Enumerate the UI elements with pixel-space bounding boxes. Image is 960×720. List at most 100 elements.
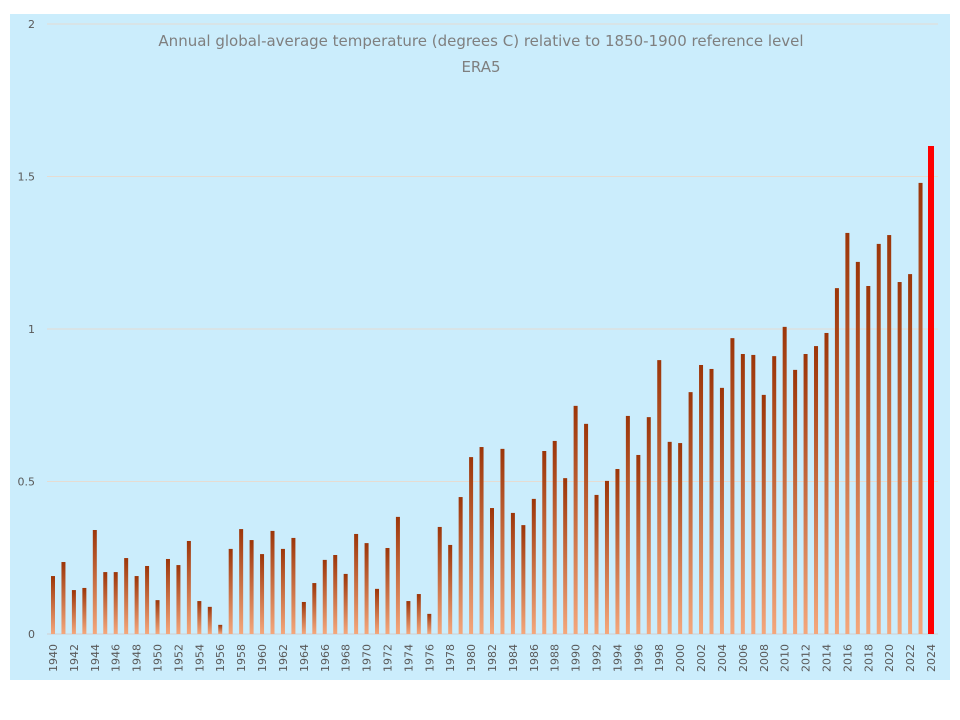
bar-1956 [218,624,223,634]
bar-2002 [699,364,704,634]
bar-2007 [751,354,756,634]
x-tick-label: 2002 [695,644,708,672]
x-tick-label: 1974 [402,644,415,672]
bar-2000 [678,443,683,634]
bar-2009 [772,356,777,634]
bar-2014 [824,332,829,634]
bar-1967 [333,555,338,634]
x-tick-label: 1984 [507,644,520,672]
bar-1987 [542,451,547,634]
bar-1970 [364,543,369,634]
bar-1990 [573,405,578,634]
bar-1971 [375,588,380,634]
bar-1940 [51,576,55,634]
bar-1975 [416,594,421,634]
x-tick-label: 2016 [841,644,854,672]
bar-1959 [249,540,254,634]
x-tick-label: 1986 [528,644,541,672]
bar-1954 [197,601,202,634]
bar-2022 [908,274,913,634]
bar-1947 [124,558,129,634]
bar-2020 [887,235,892,634]
bar-1948 [134,576,139,634]
bar-2011 [793,369,798,634]
bar-1969 [354,533,359,634]
bar-2008 [761,394,766,634]
x-tick-label: 1970 [361,644,374,672]
bar-1984 [510,512,515,634]
bar-2005 [730,338,735,634]
y-tick-label: 1 [28,323,35,336]
bar-1946 [113,572,118,634]
bar-1963 [291,537,296,634]
x-tick-label: 2004 [716,644,729,672]
bar-1943 [82,587,87,634]
bar-1961 [270,530,275,634]
chart-subtitle: ERA5 [461,58,500,76]
bar-1985 [521,525,526,634]
x-tick-label: 1968 [340,644,353,672]
bar-2021 [897,282,902,634]
bar-2019 [876,243,881,634]
bar-1994 [615,468,620,634]
x-tick-label: 1996 [632,644,645,672]
bar-1949 [145,565,150,634]
x-tick-label: 1950 [152,644,165,672]
bar-2017 [855,261,860,634]
bar-1978 [448,544,453,634]
x-tick-label: 1988 [549,644,562,672]
bar-1966 [322,559,327,634]
x-tick-label: 1956 [214,644,227,672]
x-tick-label: 1954 [193,644,206,672]
x-tick-label: 2020 [883,644,896,672]
bar-2001 [688,392,693,634]
x-tick-label: 1980 [465,644,478,672]
bar-1968 [343,573,348,634]
x-tick-label: 1942 [68,644,81,672]
bar-1953 [186,540,191,634]
bar-chart: 0 0.5 1 1.5 2 Annual global-average temperat… [18,18,938,672]
x-tick-label: 1958 [235,644,248,672]
x-tick-label: 2014 [820,644,833,672]
bar-2010 [782,326,787,634]
bar-1998 [657,360,662,634]
x-tick-label: 1948 [131,644,144,672]
x-tick-label: 1952 [172,644,185,672]
bar-2023 [918,182,923,634]
bar-1993 [604,480,609,634]
bar-1958 [239,529,244,634]
x-tick-label: 1944 [89,644,102,672]
bar-2024 [928,146,934,634]
bar-1982 [490,508,494,634]
bar-2018 [866,285,871,634]
bar-1996 [636,454,641,634]
x-tick-label: 2000 [674,644,687,672]
bar-1986 [531,498,536,634]
bar-1977 [437,526,442,634]
x-tick-label: 1960 [256,644,269,672]
y-tick-label: 0 [28,628,35,641]
bar-1979 [458,497,463,634]
bar-1988 [552,440,557,634]
bar-2016 [845,232,850,635]
y-tick-label: 1.5 [18,171,36,184]
x-tick-label: 1972 [381,644,394,672]
bar-1962 [280,548,285,634]
bar-1972 [385,547,390,634]
bar-1942 [71,590,76,634]
x-tick-label: 2022 [904,644,917,672]
bar-1945 [103,572,108,634]
bar-1955 [207,606,212,634]
bar-1964 [301,601,306,634]
bar-2013 [814,346,819,634]
x-tick-label: 1962 [277,644,290,672]
bar-1951 [165,558,170,634]
bar-1960 [260,554,265,634]
x-tick-label: 1966 [319,644,332,672]
bar-1995 [625,415,630,634]
bar-1989 [563,478,568,634]
bar-1974 [406,601,411,634]
bar-1991 [584,423,589,634]
x-tick-label: 1982 [486,644,499,672]
bar-1965 [312,583,317,634]
